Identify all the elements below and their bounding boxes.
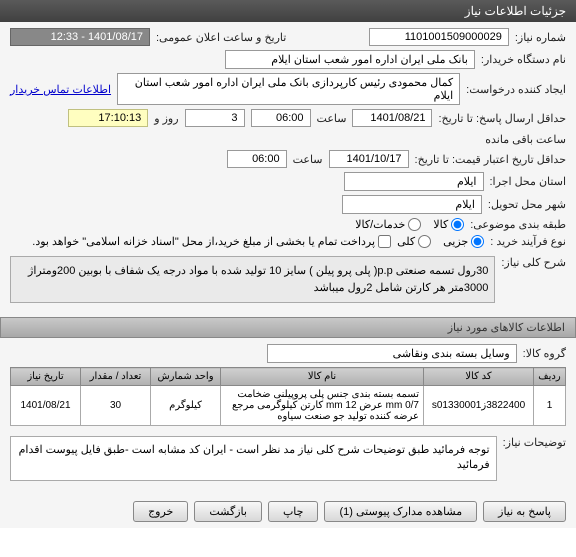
exit-button[interactable]: خروج [133,501,188,522]
validity-date: 1401/10/17 [329,150,409,168]
countdown-field: 17:10:13 [68,109,148,127]
category-label: طبقه بندی موضوعی: [470,218,566,231]
page-title: جزئیات اطلاعات نیاز [465,4,566,18]
button-row: پاسخ به نیاز مشاهده مدارک پیوستی (1) چاپ… [0,495,576,528]
deadline-time: 06:00 [251,109,311,127]
process-note-text: پرداخت تمام یا بخشی از مبلغ خرید،از محل … [32,235,375,248]
process-radio-group: جزیی کلی [397,235,484,248]
print-button[interactable]: چاپ [268,501,319,522]
form-area: شماره نیاز: 1101001509000029 تاریخ و ساع… [0,22,576,317]
process-note-check[interactable]: پرداخت تمام یا بخشی از مبلغ خرید،از محل … [32,235,391,248]
exec-field: ایلام [344,172,484,191]
deadline-time-label: ساعت [317,112,347,125]
proc-total-radio[interactable] [418,235,431,248]
announce-field: 1401/08/17 - 12:33 [10,28,150,46]
need-title-box: 30رول تسمه صنعتی p.p( پلی پرو پیلن ) سای… [10,256,495,303]
col-qty: تعداد / مقدار [81,368,151,386]
back-button[interactable]: بازگشت [194,501,262,522]
cell-date: 1401/08/21 [11,386,81,426]
notes-box: توجه فرمائید طبق توضیحات شرح کلی نیاز مد… [10,436,497,481]
contact-link[interactable]: اطلاعات تماس خریدار [10,83,111,96]
validity-time-label: ساعت [293,153,323,166]
proc-partial-option[interactable]: جزیی [443,235,484,248]
items-table: ردیف کد کالا نام کالا واحد شمارش تعداد /… [10,367,566,426]
col-code: کد کالا [424,368,534,386]
days-label: روز و [154,112,178,125]
validity-label: حداقل تاریخ اعتبار قیمت: تا تاریخ: [415,153,566,166]
deadline-label: حداقل ارسال پاسخ: تا تاریخ: [438,112,566,125]
proc-partial-label: جزیی [443,235,468,248]
cat-goods-radio[interactable] [451,218,464,231]
attachments-button[interactable]: مشاهده مدارک پیوستی (1) [324,501,477,522]
group-label: گروه کالا: [523,347,566,360]
delivery-label: شهر محل تحویل: [488,198,566,211]
group-field: وسایل بسته بندی ونقاشی [267,344,517,363]
cell-qty: 30 [81,386,151,426]
cell-row: 1 [534,386,566,426]
col-row: ردیف [534,368,566,386]
cat-goods-option[interactable]: کالا [433,218,464,231]
notes-label: توضیحات نیاز: [503,432,566,449]
process-label: نوع فرآیند خرید : [490,235,566,248]
exec-label: استان محل اجرا: [490,175,567,188]
cell-code: 3822400زs01330001 [424,386,534,426]
creator-field: کمال محمودی رئیس کارپردازی بانک ملی ایرا… [117,73,460,105]
category-radio-group: کالا خدمات/کالا [355,218,464,231]
col-date: تاریخ نیاز [11,368,81,386]
col-unit: واحد شمارش [151,368,221,386]
items-section-title: اطلاعات کالاهای مورد نیاز [448,322,565,334]
proc-partial-radio[interactable] [471,235,484,248]
cat-service-radio[interactable] [408,218,421,231]
need-title-label: شرح کلی نیاز: [501,252,566,269]
cat-service-option[interactable]: خدمات/کالا [355,218,421,231]
cell-name: تسمه بسته بندی جنس پلی پروپیلنی ضخامت mm… [221,386,424,426]
validity-time: 06:00 [227,150,287,168]
table-header-row: ردیف کد کالا نام کالا واحد شمارش تعداد /… [11,368,566,386]
cell-unit: کیلوگرم [151,386,221,426]
delivery-field: ایلام [342,195,482,214]
items-section-bar: اطلاعات کالاهای مورد نیاز [0,317,576,338]
proc-total-option[interactable]: کلی [397,235,431,248]
items-area: گروه کالا: وسایل بسته بندی ونقاشی ردیف ک… [0,338,576,495]
reply-button[interactable]: پاسخ به نیاز [483,501,566,522]
page-header: جزئیات اطلاعات نیاز [0,0,576,22]
need-number-label: شماره نیاز: [515,31,566,44]
announce-label: تاریخ و ساعت اعلان عمومی: [156,31,286,44]
cat-goods-label: کالا [433,218,448,231]
countdown-suffix: ساعت باقی مانده [485,133,566,146]
days-field: 3 [185,109,245,127]
process-note-checkbox[interactable] [378,235,391,248]
cat-service-label: خدمات/کالا [355,218,405,231]
device-label: نام دستگاه خریدار: [481,53,566,66]
col-name: نام کالا [221,368,424,386]
creator-label: ایجاد کننده درخواست: [466,83,566,96]
proc-total-label: کلی [397,235,415,248]
need-number-field: 1101001509000029 [369,28,509,46]
deadline-date: 1401/08/21 [352,109,432,127]
device-field: بانک ملی ایران اداره امور شعب استان ایلا… [225,50,475,69]
table-row: 13822400زs01330001تسمه بسته بندی جنس پلی… [11,386,566,426]
